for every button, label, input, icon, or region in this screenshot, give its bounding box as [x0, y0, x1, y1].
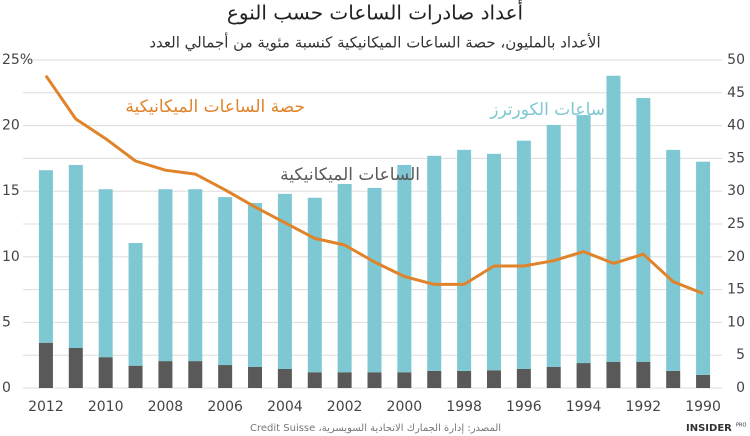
series-label: حصة الساعات الميكانيكية [125, 97, 305, 117]
y2-tick-label: 5 [2, 314, 11, 330]
series-label: الساعات الميكانيكية [280, 165, 420, 185]
bar-segment [98, 357, 113, 388]
y2-tick-label: 15 [2, 183, 20, 199]
bar-segment [486, 370, 501, 388]
bar-segment [696, 161, 711, 375]
x-tick-label: 2004 [267, 399, 303, 415]
bar-segment [218, 365, 233, 388]
y-tick-label: 40 [727, 118, 745, 134]
bar-segment [457, 149, 472, 371]
bar-segment [188, 361, 203, 388]
bar-segment [427, 155, 442, 371]
series-label: ساعات الكورترز [489, 100, 605, 120]
bar-segment [457, 370, 472, 388]
bar-segment [98, 189, 113, 358]
bar-segment [486, 153, 501, 371]
x-tick-label: 2000 [387, 399, 423, 415]
x-tick-label: 1992 [626, 399, 662, 415]
bar-segment [367, 187, 382, 373]
bar-segment [576, 363, 591, 388]
bar-segment [397, 372, 412, 388]
bar-segment [68, 347, 83, 388]
bar-segment [576, 115, 591, 364]
bar-segment [188, 189, 203, 362]
bar-segment [516, 368, 531, 388]
brand: INSIDER [686, 423, 732, 434]
bar-segment [128, 365, 143, 388]
bar-segment [696, 374, 711, 388]
bar-segment [248, 203, 263, 368]
bar-segment [277, 368, 292, 388]
y-tick-label: 35 [727, 150, 745, 166]
y2-tick-label: 10 [2, 249, 20, 265]
bar-segment [636, 361, 651, 388]
x-tick-label: 2008 [148, 399, 184, 415]
x-tick-label: 2006 [207, 399, 243, 415]
bar-segment [248, 367, 263, 388]
y-tick-label: 30 [727, 183, 745, 199]
bar-segment [427, 370, 442, 388]
x-tick-label: 2002 [327, 399, 363, 415]
y-tick-label: 15 [727, 282, 745, 298]
bar-segment [337, 183, 352, 373]
source: المصدر: إدارة الجمارك الاتحادية السويسري… [250, 423, 501, 434]
y-tick-label: 5 [736, 347, 745, 363]
bar-segment [606, 75, 621, 362]
y2-tick-label: 20 [2, 118, 20, 134]
y-tick-label: 50 [727, 52, 745, 68]
x-tick-label: 1998 [446, 399, 482, 415]
bar-segment [158, 189, 173, 362]
bar-segment [307, 372, 322, 388]
bar-segment [516, 140, 531, 369]
bar-segment [367, 372, 382, 388]
bar-segment [546, 124, 561, 368]
y-tick-label: 45 [727, 85, 745, 101]
bar-segment [666, 149, 681, 371]
bar-segment [277, 193, 292, 369]
chart-title: أعداد صادرات الساعات حسب النوع [227, 0, 523, 25]
line [44, 74, 704, 295]
y-tick-label: 10 [727, 314, 745, 330]
x-tick-label: 1994 [566, 399, 602, 415]
bar-segment [546, 367, 561, 388]
y-tick-label: 25 [727, 216, 745, 232]
x-tick-label: 2012 [28, 399, 64, 415]
x-tick-label: 1996 [506, 399, 542, 415]
bar-segment [337, 372, 352, 388]
y2-tick-label: 25% [2, 52, 33, 68]
y2-tick-label: 0 [2, 380, 11, 396]
x-tick-label: 2010 [88, 399, 124, 415]
bar-segment [128, 243, 143, 366]
bar-segment [38, 170, 53, 343]
bar-segment [636, 98, 651, 362]
bar-segment [666, 370, 681, 388]
bar-segment [397, 164, 412, 373]
bar-segment [158, 361, 173, 388]
bar-segment [218, 197, 233, 366]
chart-subtitle: الأعداد بالمليون، حصة الساعات الميكانيكي… [149, 33, 600, 53]
bar-segment [38, 342, 53, 388]
y-tick-label: 20 [727, 249, 745, 265]
bar-segment [307, 197, 322, 373]
y-tick-label: 0 [736, 380, 745, 396]
bar-segment [68, 164, 83, 348]
bar-segment [606, 361, 621, 388]
x-tick-label: 1990 [685, 399, 721, 415]
brand-sub: PRO [736, 423, 746, 429]
